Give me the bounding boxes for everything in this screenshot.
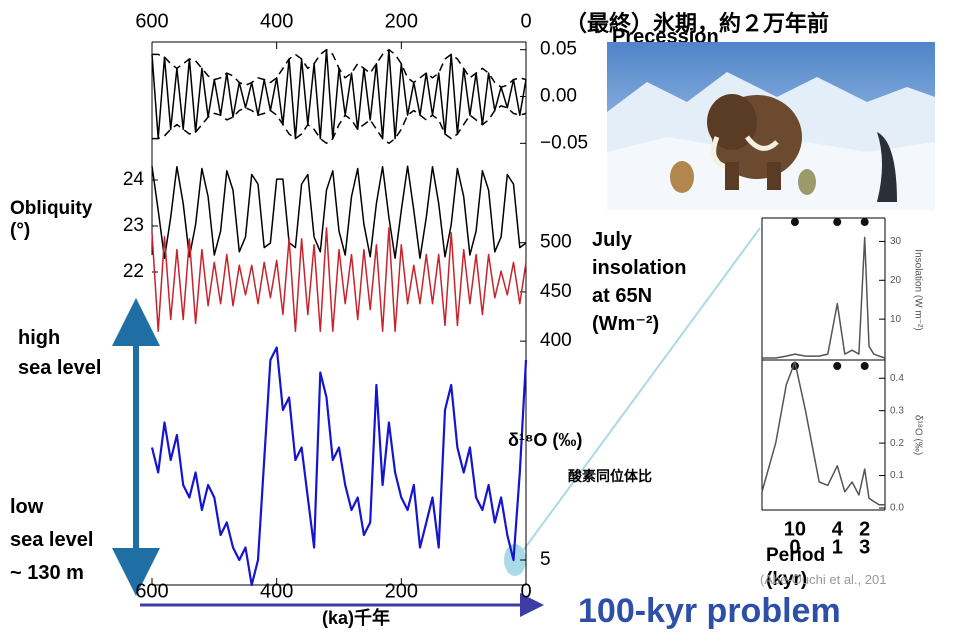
- x-tick-label: 1: [832, 536, 843, 558]
- y-tick-label: 0.0: [890, 503, 904, 514]
- x-tick-label: 600: [135, 580, 168, 602]
- y-tick-label: 22: [123, 261, 144, 282]
- x-axis-label: (ka)千年: [322, 604, 390, 630]
- problem-title: 100-kyr problem: [578, 592, 841, 631]
- y-tick-label: −0.05: [540, 132, 588, 153]
- title: （最終）氷期，約２万年前: [565, 6, 829, 38]
- x-tick-label: 3: [859, 536, 870, 558]
- d18o-note: 酸素同位体比: [568, 466, 652, 486]
- x-tick-label: 400: [260, 580, 293, 602]
- slide: { "title": "（最終）氷期，約２万年前", "annotations"…: [0, 0, 955, 644]
- x-tick-label: 400: [260, 10, 293, 32]
- series-line: [762, 238, 885, 359]
- series-line: [152, 50, 526, 87]
- y-tick-label: 0.4: [890, 373, 904, 384]
- obliquity-label: Obliquity (°): [10, 198, 92, 242]
- low-sea-level: low sea level ~ 130 m: [10, 491, 93, 590]
- y-axis-label: δ¹⁸O (‰): [912, 415, 923, 455]
- x-tick-label: 0: [520, 10, 531, 32]
- series-line: [152, 348, 526, 586]
- peak-marker: [861, 362, 869, 370]
- series-line: [152, 228, 526, 331]
- y-tick-label: 0.2: [890, 438, 904, 449]
- series-line: [762, 362, 885, 505]
- y-tick-label: 10: [890, 314, 902, 325]
- y-tick-label: 0.3: [890, 405, 904, 416]
- y-tick-label: 450: [540, 281, 572, 302]
- y-tick-label: 5: [540, 549, 551, 570]
- high-sea-level: high sea level: [18, 323, 101, 383]
- x-tick-label: 200: [385, 10, 418, 32]
- peak-marker: [833, 218, 841, 226]
- ice-age-picture: [607, 42, 935, 210]
- y-tick-label: 20: [890, 275, 902, 286]
- peak-marker: [861, 218, 869, 226]
- y-tick-label: 0.05: [540, 39, 577, 60]
- y-tick-label: 30: [890, 236, 902, 247]
- y-tick-label: 24: [123, 169, 145, 190]
- insolation-label: July insolation at 65N (Wm⁻²): [592, 226, 686, 338]
- peak-marker: [791, 218, 799, 226]
- x-tick-label: 600: [135, 10, 168, 32]
- y-tick-label: 500: [540, 232, 572, 253]
- y-tick-label: 23: [123, 215, 144, 236]
- y-tick-label: 0.1: [890, 470, 904, 481]
- d18o-label: δ¹⁸O (‰): [508, 430, 582, 451]
- x-tick-label: 200: [385, 580, 418, 602]
- y-tick-label: 400: [540, 330, 572, 351]
- series-line: [152, 166, 526, 258]
- x-tick-label: 0: [520, 580, 531, 602]
- y-axis-label: Insolation (W m⁻²): [912, 249, 923, 330]
- peak-marker: [833, 362, 841, 370]
- y-tick-label: 0.00: [540, 86, 577, 107]
- source: (Abe-Ouchi et al., 201: [760, 572, 886, 587]
